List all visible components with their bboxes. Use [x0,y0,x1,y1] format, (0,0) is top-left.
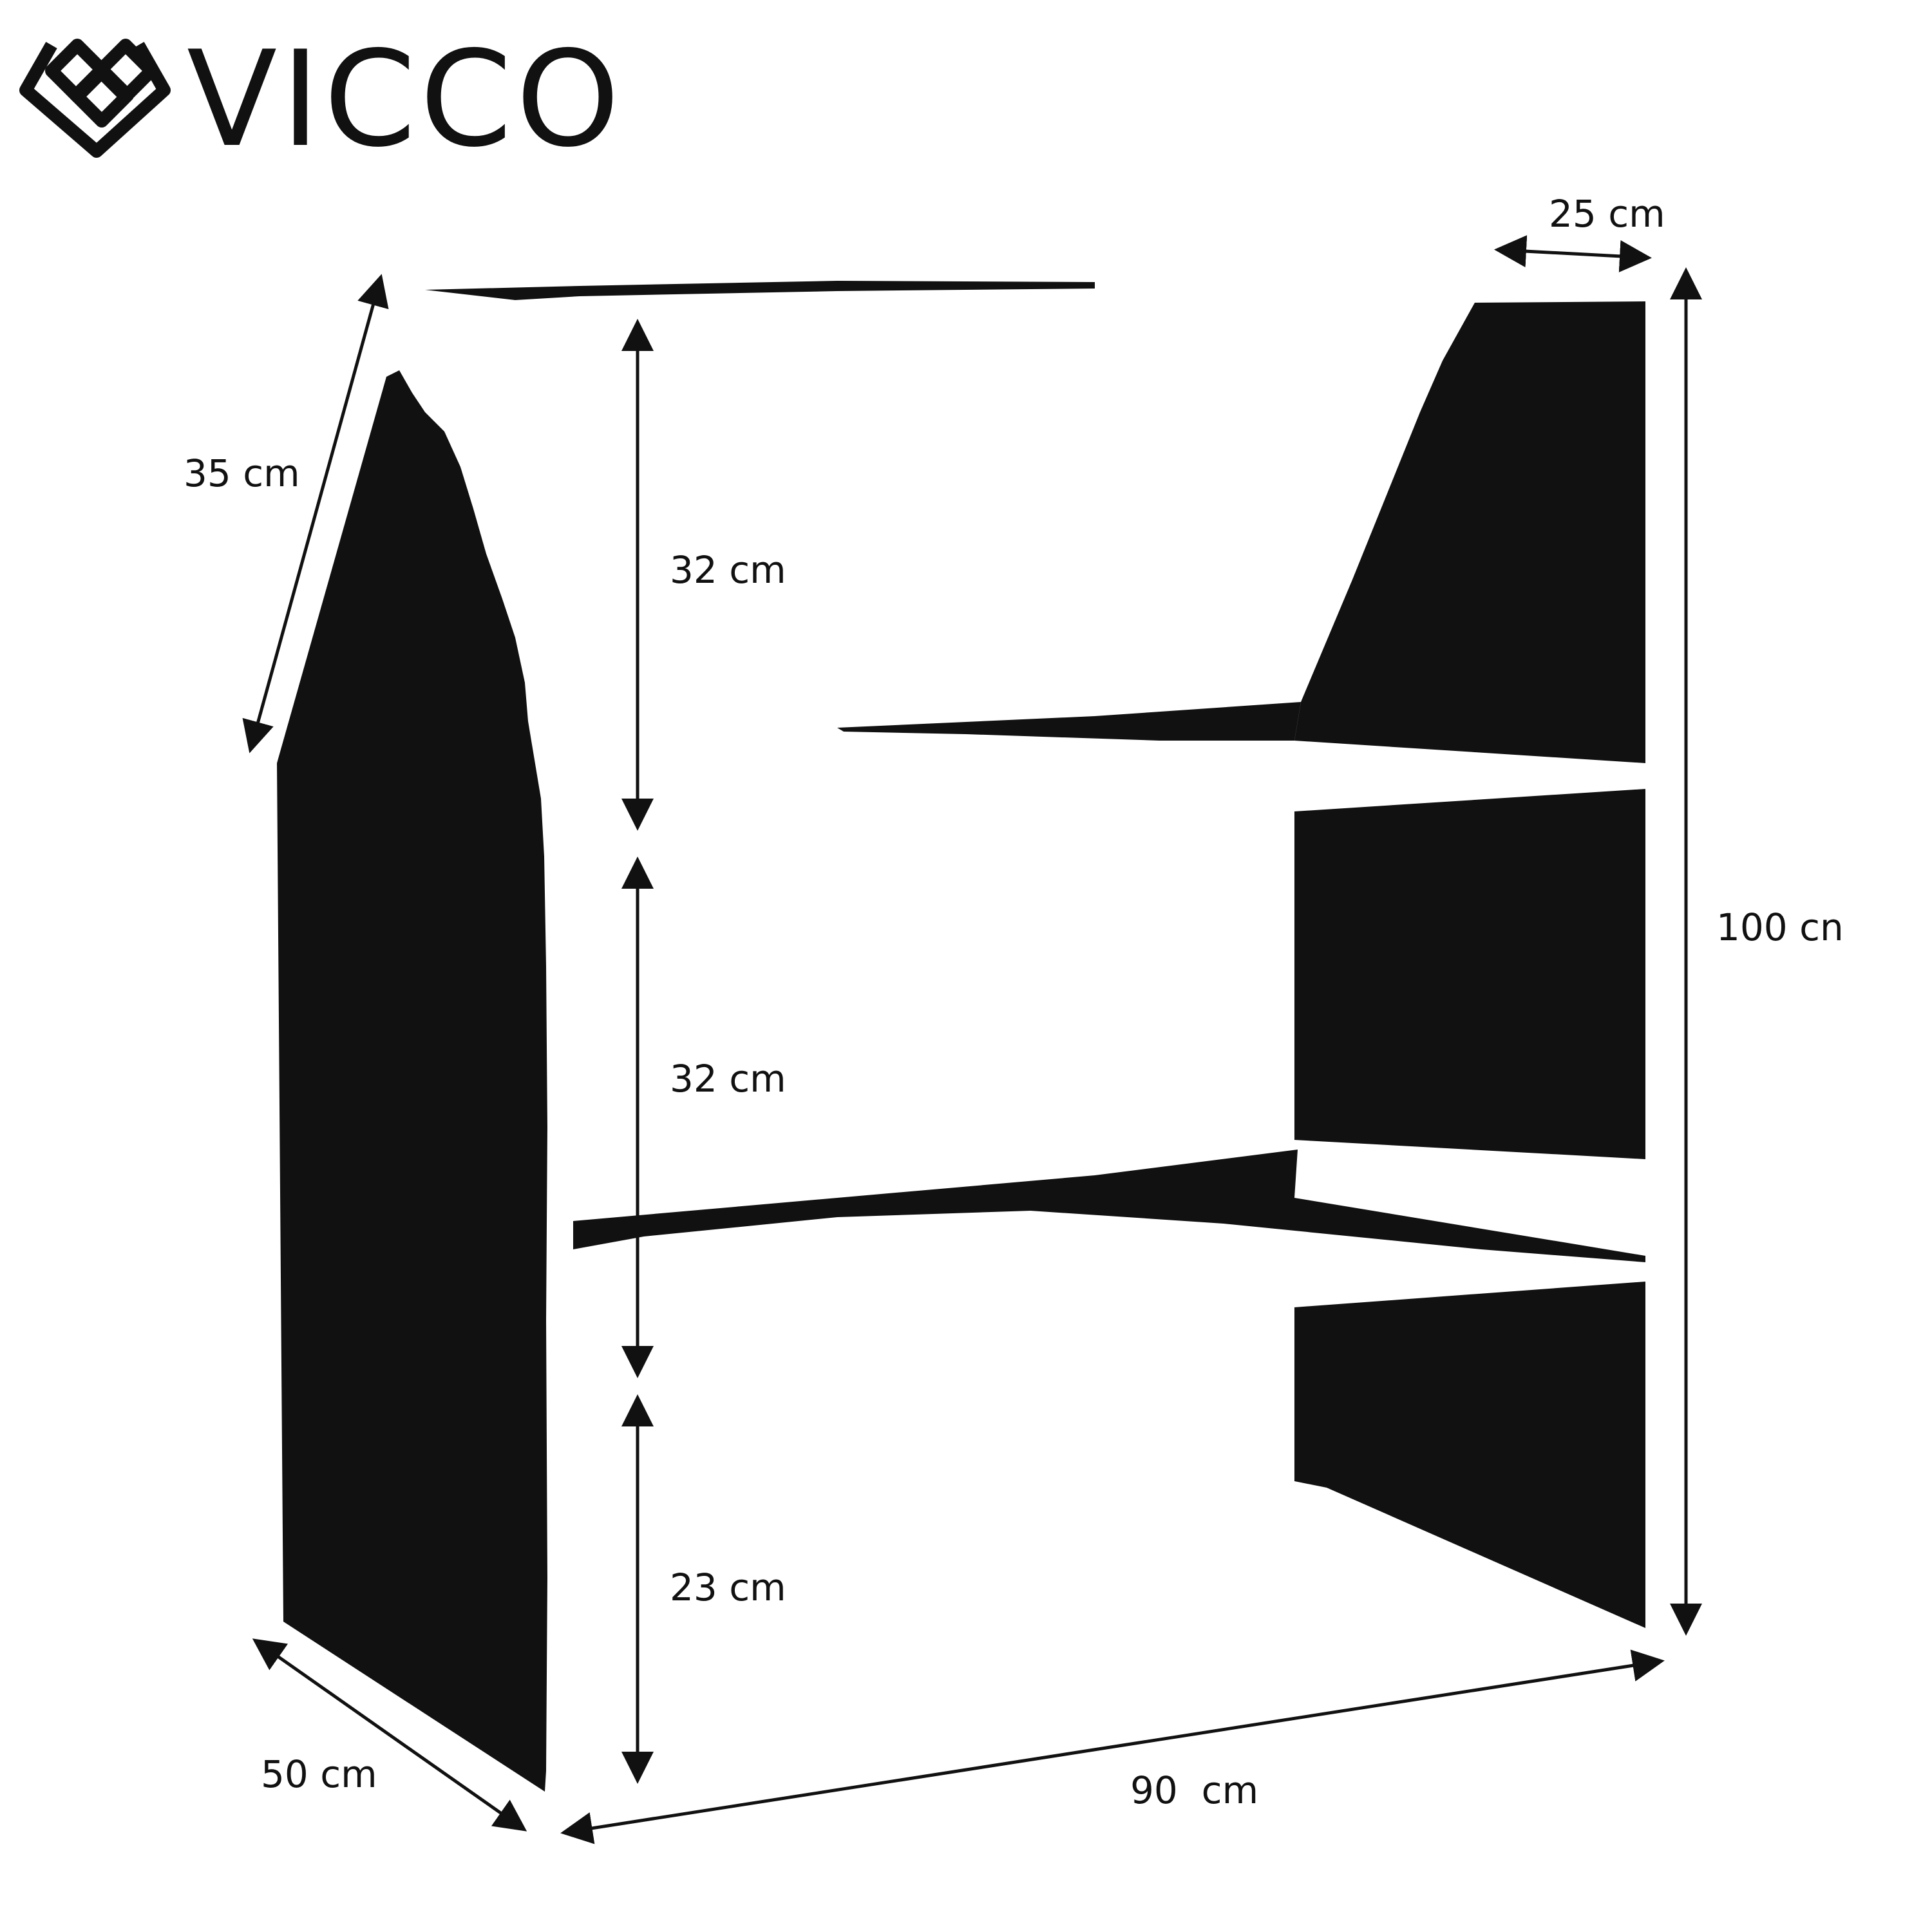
dimension-lines [242,235,1702,1844]
shelf-middle-label: 32 cm [670,1057,786,1101]
total-height-label: 100 cn [1716,905,1844,949]
upper-depth-arrow [242,274,389,753]
shelf-bottom-label: 23 cm [670,1566,786,1609]
base-depth-arrow [252,1638,527,1832]
width-arrow [560,1649,1665,1844]
right-side-panel [1294,301,1645,1628]
width-label: 90 cm [1130,1768,1258,1812]
shelf-top-label: 32 cm [670,548,786,592]
top-board [425,281,1095,300]
brand-name: VICCO [187,23,623,176]
top-depth-arrow [1494,235,1652,272]
dimension-labels: 25 cm 35 cm 100 cn 32 cm 32 cm 23 cm 50 … [184,192,1844,1812]
top-depth-label: 25 cm [1549,192,1665,236]
shelf-silhouette [277,281,1645,1792]
base-depth-label: 50 cm [261,1752,377,1796]
brand-logo: VICCO [19,23,623,176]
upper-shelf [837,702,1301,741]
interlocking-diamonds-icon [19,39,171,158]
middle-shelf [573,1150,1645,1262]
upper-depth-label: 35 cm [184,451,300,495]
left-side-panel [277,370,547,1792]
